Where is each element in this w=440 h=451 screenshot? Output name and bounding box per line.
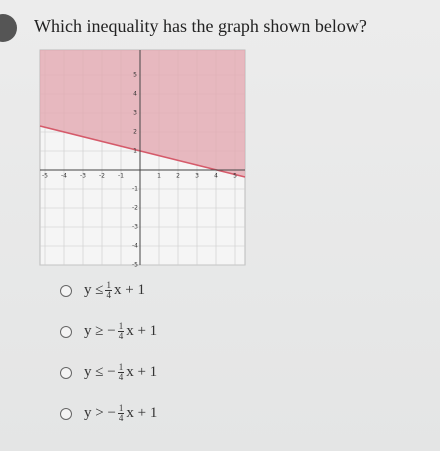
y-tick-label: 3 [133,110,137,117]
option-expression: x + 1 [126,323,158,339]
radio-button[interactable] [60,407,72,420]
y-tick-label: -1 [132,186,138,193]
option-relation: y ≤ − [84,364,116,380]
x-tick-label: -1 [118,173,124,180]
boundary-line [39,125,246,178]
x-tick-label: -5 [42,173,48,180]
question-icon [0,14,17,42]
option-expression: x + 1 [126,364,158,380]
x-tick-label: 2 [176,173,180,180]
denominator: 4 [118,331,124,341]
numerator: 1 [105,280,112,291]
option-relation: y ≥ − [84,323,116,339]
x-tick-label: 3 [195,173,199,180]
y-tick-label: -2 [132,205,138,212]
x-tick-label: 5 [233,173,237,180]
radio-button[interactable] [60,366,72,379]
x-tick-label: 1 [157,173,161,180]
option-expression: x + 1 [126,405,158,421]
option-relation: y > − [84,405,116,421]
numerator: 1 [117,403,125,414]
y-tick-label: -3 [132,224,138,231]
y-tick-label: 5 [133,72,137,79]
y-tick-label: 2 [133,129,137,136]
question: Which inequality has the graph shown bel… [34,16,367,36]
shaded-region [40,50,245,177]
numerator: 1 [117,321,125,332]
denominator: 4 [106,290,111,300]
numerator: 1 [117,362,125,373]
radio-button[interactable] [60,284,72,297]
x-tick-label: -4 [61,173,67,180]
option-expression: x + 1 [113,282,145,298]
y-tick-label: -5 [132,262,138,269]
denominator: 4 [118,413,124,423]
denominator: 4 [118,372,124,382]
y-tick-label: -4 [132,243,138,250]
x-tick-label: 4 [214,173,218,180]
y-tick-label: 4 [133,91,137,98]
y-tick-label: 1 [133,148,137,155]
x-tick-label: -2 [99,173,105,180]
x-tick-label: -3 [80,173,86,180]
option-relation: y ≤ [84,282,104,298]
radio-button[interactable] [60,325,72,338]
